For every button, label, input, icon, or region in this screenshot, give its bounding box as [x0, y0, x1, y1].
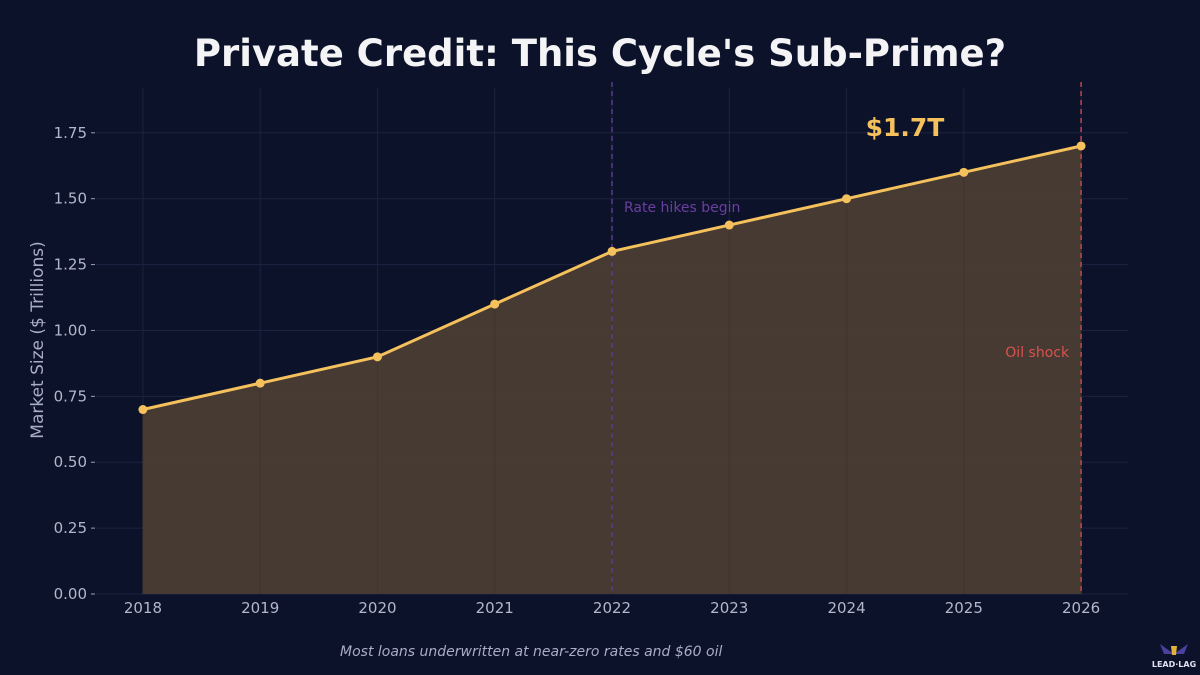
x-tick-label: 2022: [593, 599, 631, 617]
annotation-rate-hikes: Rate hikes begin: [624, 200, 740, 216]
x-tick-label: 2019: [241, 599, 279, 617]
x-tick-label: 2026: [1062, 599, 1100, 617]
x-tick-label: 2024: [827, 599, 865, 617]
chart-title: Private Credit: This Cycle's Sub-Prime?: [193, 32, 1007, 75]
data-point: [255, 378, 265, 388]
y-tick-label: 0.00: [54, 585, 87, 603]
svg-text:LEAD·LAG: LEAD·LAG: [1152, 660, 1196, 669]
x-tick-label: 2023: [710, 599, 748, 617]
y-tick-label: 0.25: [54, 519, 87, 537]
x-tick-label: 2020: [358, 599, 396, 617]
annotation-final-value: $1.7T: [866, 113, 945, 142]
y-tick-label: 0.50: [54, 453, 87, 471]
annotation-oil-shock: Oil shock: [1005, 345, 1070, 361]
x-tick-label: 2018: [124, 599, 162, 617]
data-point: [490, 299, 500, 309]
data-point: [842, 194, 852, 204]
chart-caption: Most loans underwritten at near-zero rat…: [340, 644, 723, 660]
y-tick-label: 1.50: [54, 190, 87, 208]
y-axis-label: Market Size ($ Trillions): [28, 241, 48, 438]
x-tick-label: 2025: [945, 599, 983, 617]
y-tick-label: 1.00: [54, 321, 87, 339]
lead-lag-logo: LEAD·LAG: [1152, 640, 1196, 675]
x-tick-label: 2021: [476, 599, 514, 617]
data-point: [138, 405, 148, 415]
data-point: [1076, 141, 1086, 151]
data-point: [959, 167, 969, 177]
data-point: [372, 352, 382, 362]
y-tick-label: 1.75: [54, 124, 87, 142]
y-tick-label: 0.75: [54, 387, 87, 405]
data-point: [607, 246, 617, 256]
y-tick-label: 1.25: [54, 256, 87, 274]
data-point: [724, 220, 734, 230]
